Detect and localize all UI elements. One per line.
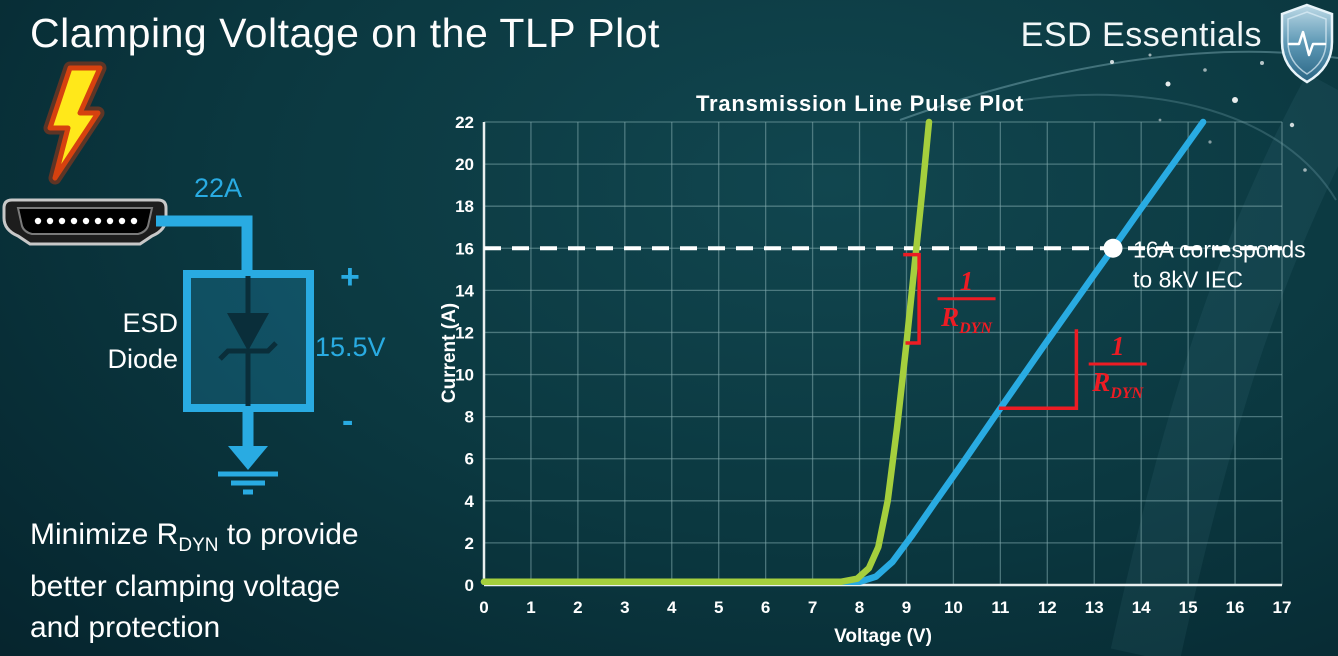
x-tick-label: 15 (1179, 598, 1198, 617)
hdmi-connector-icon (2, 198, 168, 246)
y-tick-label: 2 (465, 534, 474, 553)
y-tick-label: 16 (455, 239, 474, 258)
takeaway-line1: Minimize RDYN to provide (30, 514, 359, 566)
x-tick-label: 16 (1226, 598, 1245, 617)
x-tick-label: 7 (808, 598, 817, 617)
green-curve-low-rdyn (480, 118, 933, 586)
marker-dot (1103, 238, 1123, 258)
x-tick-label: 8 (855, 598, 864, 617)
y-tick-label: 8 (465, 408, 474, 427)
shield-pulse-icon (1280, 3, 1334, 84)
brand-text: ESD Essentials (1020, 16, 1262, 54)
takeaway-line3: and protection (30, 611, 221, 644)
polarity-plus-label: + (340, 258, 360, 296)
x-tick-label: 2 (573, 598, 582, 617)
y-tick-label: 18 (455, 197, 474, 216)
y-tick-label: 14 (455, 281, 474, 300)
x-tick-label: 5 (714, 598, 723, 617)
lightning-bolt-icon (43, 61, 107, 185)
tlp-chart: Transmission Line Pulse Plot Voltage (V)… (440, 91, 1306, 647)
x-tick-label: 9 (902, 598, 911, 617)
ground-symbol-icon (218, 408, 278, 495)
swoosh-curve (1009, 93, 1337, 201)
blue-curve-high-rdyn (480, 118, 1207, 586)
marker-label: 16A corresponds (1133, 236, 1306, 262)
y-tick-label: 22 (455, 113, 474, 132)
x-tick-label: 12 (1038, 598, 1057, 617)
polarity-minus-label: - (342, 402, 353, 440)
sparkle-dots (1110, 53, 1307, 172)
takeaway-line1-post: to provide (218, 518, 359, 551)
x-tick-label: 1 (526, 598, 535, 617)
x-tick-label: 13 (1085, 598, 1104, 617)
zener-diode-symbol (218, 276, 278, 406)
x-tick-label: 3 (620, 598, 629, 617)
slope-indicator-blue (998, 329, 1079, 410)
pulse-line (1287, 30, 1327, 57)
page-title: Clamping Voltage on the TLP Plot (30, 10, 660, 56)
takeaway-line2: better clamping voltage (30, 570, 341, 603)
x-tick-label: 11 (991, 598, 1009, 617)
device-label-line1: ESD (122, 308, 178, 338)
y-tick-label: 6 (465, 450, 474, 469)
x-axis-label: Voltage (V) (834, 626, 932, 647)
y-tick-label: 10 (455, 366, 474, 385)
y-tick-label: 20 (455, 155, 474, 174)
x-tick-label: 6 (761, 598, 770, 617)
x-tick-label: 10 (944, 598, 963, 617)
device-label-line2: Diode (107, 344, 178, 374)
x-tick-label: 0 (479, 598, 488, 617)
x-tick-label: 14 (1132, 598, 1151, 617)
rdyn-fraction-numerator: 1 (960, 266, 974, 296)
rdyn-fraction-denominator: RDYN (1091, 367, 1144, 402)
swoosh-band (1110, 73, 1338, 656)
y-axis-label: Current (A) (440, 303, 460, 403)
takeaway-line1-pre: Minimize R (30, 518, 179, 551)
chart-title: Transmission Line Pulse Plot (696, 91, 1024, 116)
surge-wire (156, 215, 253, 276)
marker-label: to 8kV IEC (1133, 266, 1243, 292)
x-tick-label: 17 (1273, 598, 1292, 617)
y-tick-label: 0 (465, 576, 474, 595)
y-tick-label: 12 (455, 323, 474, 342)
rdyn-fraction-denominator: RDYN (940, 302, 993, 337)
clamping-voltage-label: 15.5V (315, 332, 386, 362)
rdyn-fraction-numerator: 1 (1111, 331, 1125, 361)
surge-current-label: 22A (194, 173, 242, 203)
slope-indicator-green (903, 252, 921, 345)
takeaway-line1-sub: DYN (178, 535, 219, 556)
esd-circuit-diagram: 22A ESD Diode + 15.5V - (2, 61, 386, 495)
x-tick-label: 4 (667, 598, 677, 617)
y-tick-label: 4 (465, 492, 475, 511)
takeaway-text: Minimize RDYN to provide better clamping… (30, 514, 359, 648)
